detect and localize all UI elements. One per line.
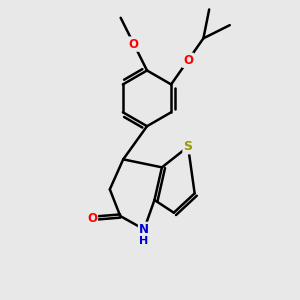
Text: O: O <box>183 54 193 67</box>
Text: N: N <box>139 223 149 236</box>
Text: O: O <box>87 212 97 225</box>
Text: S: S <box>184 140 193 153</box>
Text: O: O <box>129 38 139 51</box>
Text: H: H <box>140 236 149 246</box>
